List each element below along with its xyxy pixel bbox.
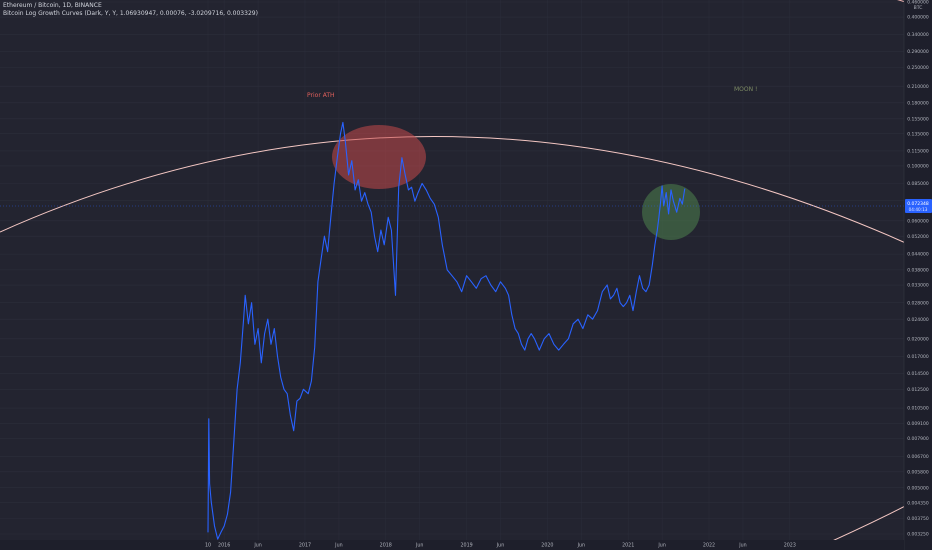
x-tick-label: 10 bbox=[205, 543, 211, 549]
y-tick-label: 0.009100 bbox=[907, 421, 929, 427]
x-tick-label: 2016 bbox=[218, 543, 230, 549]
y-tick-label: 0.210000 bbox=[907, 84, 929, 90]
y-tick-label: 0.135000 bbox=[907, 131, 929, 137]
countdown-timer: 04:40:13 bbox=[909, 207, 928, 212]
x-tick-label: Jun bbox=[657, 543, 666, 549]
prior-ath-label: Prior ATH bbox=[307, 92, 335, 99]
y-tick-label: 0.010500 bbox=[907, 406, 929, 412]
x-tick-label: Jun bbox=[496, 543, 505, 549]
y-tick-label: 0.003250 bbox=[907, 532, 929, 538]
lower-growth-curve bbox=[0, 135, 932, 256]
ethbtc-price-line bbox=[207, 121, 686, 540]
current-price-value: 0.072348 bbox=[907, 201, 929, 207]
time-scale-panel[interactable] bbox=[0, 540, 904, 550]
y-tick-label: 0.005000 bbox=[907, 485, 929, 491]
x-tick-label: 2020 bbox=[541, 543, 553, 549]
prior-ath-highlight bbox=[332, 125, 426, 189]
y-tick-label: 0.085000 bbox=[907, 181, 929, 187]
x-tick-label: 2018 bbox=[380, 543, 392, 549]
y-tick-label: 0.020000 bbox=[907, 336, 929, 342]
y-tick-label: 0.038000 bbox=[907, 267, 929, 273]
symbol-title[interactable]: Ethereum / Bitcoin, 1D, BINANCE bbox=[3, 2, 102, 9]
indicator-title[interactable]: Bitcoin Log Growth Curves (Dark, Y, Y, 1… bbox=[3, 10, 258, 17]
y-tick-label: 0.115000 bbox=[907, 149, 929, 155]
x-tick-label: 2023 bbox=[784, 543, 796, 549]
horizontal-gridlines bbox=[0, 1, 904, 535]
x-tick-label: Jun bbox=[577, 543, 586, 549]
y-tick-label: 0.033000 bbox=[907, 283, 929, 289]
x-tick-label: Jun bbox=[415, 543, 424, 549]
y-tick-label: 0.024000 bbox=[907, 317, 929, 323]
time-axis-labels: 10 2016 Jun 2017 Jun 2018 Jun 2019 Jun 2020 Jun 202… bbox=[205, 543, 796, 549]
y-tick-label: 0.006700 bbox=[907, 454, 929, 460]
currency-label: BTC bbox=[914, 5, 923, 11]
y-tick-label: 0.290000 bbox=[907, 49, 929, 55]
x-tick-label: Jun bbox=[738, 543, 747, 549]
moon-label: MOON ! bbox=[734, 86, 758, 93]
price-scale-panel[interactable] bbox=[904, 0, 932, 550]
x-tick-label: 2017 bbox=[299, 543, 311, 549]
y-tick-label: 0.014500 bbox=[907, 371, 929, 377]
y-tick-label: 0.003750 bbox=[907, 516, 929, 522]
y-tick-label: 0.017000 bbox=[907, 354, 929, 360]
x-tick-label: 2021 bbox=[622, 543, 634, 549]
current-price-tag: 0.072348 04:40:13 bbox=[905, 199, 932, 213]
y-tick-label: 0.004350 bbox=[907, 500, 929, 506]
y-tick-label: 0.007900 bbox=[907, 436, 929, 442]
y-tick-label: 0.005800 bbox=[907, 469, 929, 475]
price-axis-labels: 0.460000 0.400000 0.340000 0.290000 0.250000… bbox=[907, 0, 929, 538]
x-tick-label: 2019 bbox=[460, 543, 472, 549]
y-tick-label: 0.460000 bbox=[907, 0, 929, 6]
y-tick-label: 0.012500 bbox=[907, 387, 929, 393]
current-zone-highlight bbox=[642, 184, 700, 240]
y-tick-label: 0.028000 bbox=[907, 300, 929, 306]
y-tick-label: 0.340000 bbox=[907, 32, 929, 38]
y-tick-label: 0.052000 bbox=[907, 234, 929, 240]
y-tick-label: 0.044000 bbox=[907, 252, 929, 258]
y-tick-label: 0.180000 bbox=[907, 100, 929, 106]
y-tick-label: 0.155000 bbox=[907, 116, 929, 122]
y-tick-label: 0.250000 bbox=[907, 65, 929, 71]
x-tick-label: 2022 bbox=[703, 543, 715, 549]
x-tick-label: Jun bbox=[253, 543, 262, 549]
y-tick-label: 0.400000 bbox=[907, 15, 929, 21]
y-tick-label: 0.060000 bbox=[907, 218, 929, 224]
x-tick-label: Jun bbox=[334, 543, 343, 549]
y-tick-label: 0.100000 bbox=[907, 164, 929, 170]
